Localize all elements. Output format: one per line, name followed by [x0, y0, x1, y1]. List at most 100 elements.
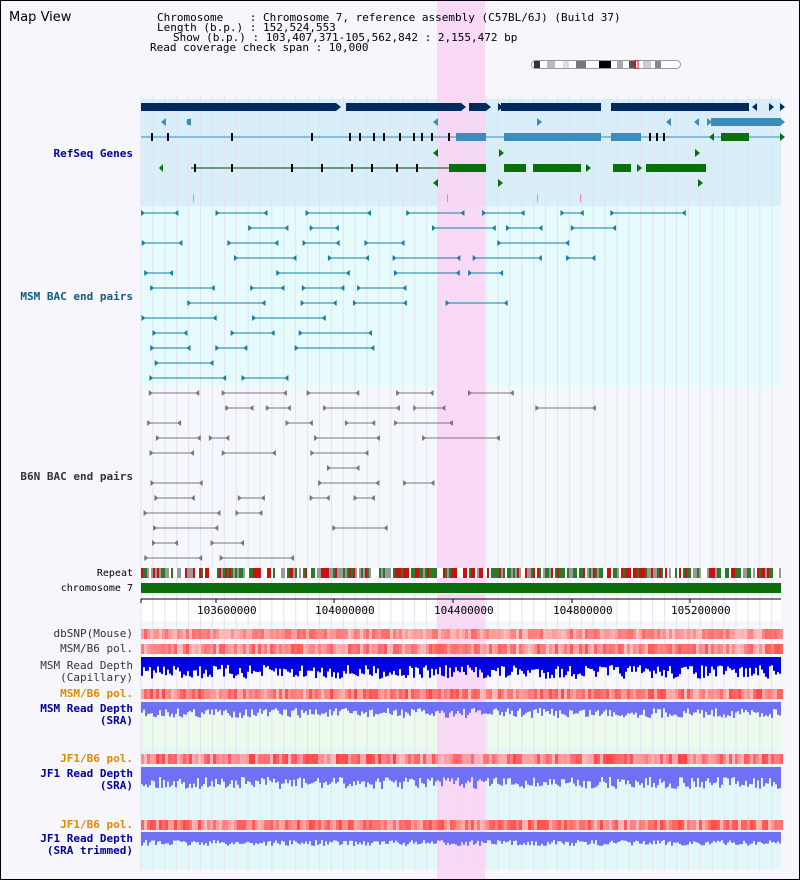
heat-cell [519, 689, 522, 699]
depth-bar [759, 657, 761, 666]
depth-bar [749, 657, 751, 668]
gene-body [469, 103, 486, 111]
depth-bar [415, 767, 417, 786]
heat-cell [156, 629, 159, 639]
depth-bar [597, 702, 599, 711]
repeat-mark [347, 568, 349, 578]
depth-bar [751, 657, 753, 676]
repeat-mark [513, 568, 515, 578]
heat-cell [192, 644, 195, 654]
depth-bar [323, 832, 325, 846]
repeat-mark [503, 568, 505, 578]
depth-bar [563, 657, 565, 678]
depth-bar [451, 832, 453, 844]
heat-cell [747, 689, 750, 699]
heat-cell [594, 689, 597, 699]
heat-cell [519, 629, 522, 639]
heat-cell [600, 644, 603, 654]
heat-cell [624, 754, 627, 764]
heat-cell [303, 644, 306, 654]
repeat-mark [357, 568, 359, 578]
depth-bar [217, 832, 219, 841]
depth-bar [755, 832, 757, 845]
depth-bar [341, 767, 343, 778]
heat-cell [252, 644, 255, 654]
heat-cell [477, 689, 480, 699]
depth-bar [619, 657, 621, 674]
heat-cell [147, 644, 150, 654]
depth-bar [763, 702, 765, 717]
bac-end-marker [186, 345, 191, 351]
bac-end-marker [371, 420, 376, 426]
heat-cell [348, 689, 351, 699]
bac-end-marker [538, 225, 543, 231]
depth-bar [771, 832, 773, 843]
depth-bar [567, 767, 569, 783]
depth-bar [541, 657, 543, 671]
depth-bar [513, 767, 515, 785]
heat-cell [300, 689, 303, 699]
heat-cell [456, 689, 459, 699]
heat-cell [636, 689, 639, 699]
heat-cell [195, 820, 198, 830]
depth-bar [471, 657, 473, 671]
depth-bar [293, 702, 295, 711]
depth-bar [297, 657, 299, 677]
heat-cell [372, 689, 375, 699]
heat-cell [498, 644, 501, 654]
heat-cell [573, 754, 576, 764]
heat-cell [543, 820, 546, 830]
heat-cell [177, 754, 180, 764]
depth-bar [411, 767, 413, 779]
heat-cell [171, 689, 174, 699]
repeat-mark [353, 568, 355, 578]
depth-bar [681, 767, 683, 778]
heat-cell [306, 644, 309, 654]
exon [351, 164, 353, 172]
heat-cell [234, 644, 237, 654]
heat-cell [477, 629, 480, 639]
depth-bar [707, 767, 709, 779]
repeat-mark [193, 568, 195, 578]
heat-cell [420, 629, 423, 639]
repeat-mark [375, 568, 377, 578]
repeat-mark [467, 568, 469, 578]
depth-bar [549, 767, 551, 780]
heat-cell [447, 629, 450, 639]
heat-cell [513, 644, 516, 654]
heat-cell [150, 689, 153, 699]
chromosome-ideogram[interactable] [531, 54, 681, 70]
heat-cell [528, 754, 531, 764]
repeat-mark [749, 568, 751, 578]
depth-bar [195, 767, 197, 788]
depth-bar [283, 767, 285, 784]
depth-bar [721, 832, 723, 841]
depth-bar [261, 832, 263, 844]
depth-bar [407, 702, 409, 714]
depth-bar [525, 657, 527, 677]
heat-cell [531, 820, 534, 830]
repeat-mark [775, 568, 777, 578]
depth-bar [473, 832, 475, 845]
depth-bar [271, 702, 273, 711]
heat-cell [555, 629, 558, 639]
depth-bar [501, 767, 503, 786]
bac-end-marker [258, 510, 263, 516]
heat-cell [336, 820, 339, 830]
depth-bar [235, 702, 237, 718]
repeat-mark [235, 568, 237, 578]
depth-bar [641, 702, 643, 715]
heat-cell [159, 629, 162, 639]
depth-bar [253, 832, 255, 846]
heat-cell [408, 820, 411, 830]
bac-end-marker [383, 525, 388, 531]
depth-bar [175, 832, 177, 841]
bac-end-marker [323, 405, 328, 411]
depth-bar [581, 767, 583, 788]
depth-bar [513, 832, 515, 841]
repeat-mark [341, 568, 343, 578]
heat-cell [408, 644, 411, 654]
bac-end-marker [280, 285, 285, 291]
repeat-mark [657, 568, 659, 578]
heat-cell [633, 820, 636, 830]
